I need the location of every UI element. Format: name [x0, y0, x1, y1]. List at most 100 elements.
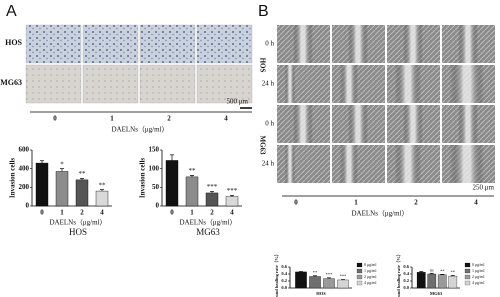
- column-label: 2: [414, 199, 418, 207]
- column-label: 4: [224, 115, 228, 123]
- legend-swatch: [464, 262, 471, 268]
- column-label: 1: [354, 199, 358, 207]
- micrograph: [25, 64, 82, 104]
- row-label: 0 h: [265, 120, 274, 128]
- x-tick-label: 4: [100, 209, 104, 217]
- row-label: 24 h: [262, 160, 275, 168]
- bar: [309, 276, 321, 289]
- y-tick-label: 0.2: [281, 278, 287, 283]
- significance: **: [451, 269, 456, 274]
- y-tick-label: 0: [26, 202, 30, 210]
- y-tick-label: 400: [19, 164, 30, 172]
- y-tick-label: 0.4: [403, 271, 409, 276]
- legend-label: 4 μg/ml: [364, 280, 377, 285]
- bar: [337, 279, 349, 289]
- legend-swatch: [464, 280, 471, 286]
- legend-label: 2 μg/ml: [364, 274, 377, 279]
- micrograph: [277, 65, 330, 103]
- micrograph: [277, 145, 330, 183]
- significance: **: [313, 270, 318, 275]
- micrograph: [196, 24, 253, 64]
- y-tick-label: 100: [149, 164, 160, 172]
- row-label: HOS: [5, 38, 22, 47]
- micrograph: [196, 64, 253, 104]
- bar: [427, 273, 437, 289]
- wound-gap: [293, 105, 313, 143]
- legend-label: 2 μg/ml: [472, 274, 485, 279]
- wound-gap: [293, 25, 313, 63]
- wound-gap: [348, 105, 368, 143]
- wound-gap: [450, 65, 484, 103]
- bar: [448, 275, 458, 289]
- chart-title: HOS: [69, 227, 87, 237]
- significance: ***: [207, 183, 218, 191]
- bar: [185, 176, 199, 207]
- bar: [95, 190, 109, 207]
- x-axis-title: DAELNs（μg/ml）: [179, 219, 236, 227]
- y-tick-label: 0.6: [403, 264, 409, 269]
- micrograph: [82, 64, 139, 104]
- x-tick-label: 1: [190, 209, 194, 217]
- significance: **: [99, 181, 107, 189]
- bar: [55, 171, 69, 207]
- wound-gap: [458, 105, 478, 143]
- y-tick-label: 0: [156, 202, 160, 210]
- panel-label: A: [6, 3, 17, 20]
- y-tick-label: 50: [152, 183, 160, 191]
- legend-label: 1 μg/ml: [472, 268, 485, 273]
- column-label: 0: [53, 115, 57, 123]
- y-tick-label: 0.4: [281, 271, 287, 276]
- y-axis-title: Invasion cells: [139, 158, 147, 199]
- significance: **: [79, 170, 87, 178]
- x-tick-label: HOS: [316, 291, 326, 296]
- y-tick-label: 600: [19, 146, 30, 154]
- y-axis-title: Invasion cells: [9, 158, 17, 199]
- x-tick-label: 2: [210, 209, 214, 217]
- legend-swatch: [356, 274, 363, 280]
- significance: ***: [326, 272, 334, 277]
- wound-gap: [348, 25, 368, 63]
- x-tick-label: 4: [230, 209, 234, 217]
- x-tick-label: 1: [60, 209, 64, 217]
- significance: ***: [227, 187, 238, 195]
- micrograph: [82, 24, 139, 64]
- legend-swatch: [356, 280, 363, 286]
- wound-gap: [458, 25, 478, 63]
- significance: **: [189, 167, 197, 175]
- y-tick-label: 150: [149, 146, 160, 154]
- bar: [35, 162, 49, 207]
- wound-gap: [395, 145, 421, 183]
- x-tick-label: MG63: [430, 291, 443, 296]
- y-tick-label: 200: [19, 183, 30, 191]
- wound-gap: [450, 145, 484, 183]
- legend-swatch: [464, 268, 471, 274]
- significance: ns: [430, 267, 434, 272]
- panel-label: B: [258, 3, 269, 20]
- y-tick-label: 0.0: [281, 285, 287, 290]
- scale-bar-label: 250 μm: [473, 184, 495, 192]
- wound-gap: [285, 65, 295, 103]
- x-tick-label: 0: [40, 209, 44, 217]
- wound-gap: [285, 145, 295, 183]
- bar: [295, 271, 307, 289]
- x-tick-label: 0: [170, 209, 174, 217]
- y-tick-label: 0.0: [403, 285, 409, 290]
- micrograph: [139, 64, 196, 104]
- column-label: 1: [110, 115, 114, 123]
- bar: [165, 160, 179, 207]
- bar: [205, 192, 219, 207]
- x-axis-title: DAELNs（μg/ml）: [49, 219, 106, 227]
- legend-swatch: [356, 268, 363, 274]
- column-label: 4: [474, 199, 478, 207]
- micrograph: [139, 24, 196, 64]
- x-tick-label: 2: [80, 209, 84, 217]
- bar: [437, 274, 447, 289]
- legend-swatch: [356, 262, 363, 268]
- column-label: 2: [167, 115, 171, 123]
- row-label: MG63: [0, 78, 22, 87]
- significance: **: [440, 268, 445, 273]
- group-label: HOS: [258, 58, 266, 73]
- legend-label: 4 μg/ml: [472, 280, 485, 285]
- significance: ***: [340, 274, 348, 279]
- bar: [416, 272, 426, 289]
